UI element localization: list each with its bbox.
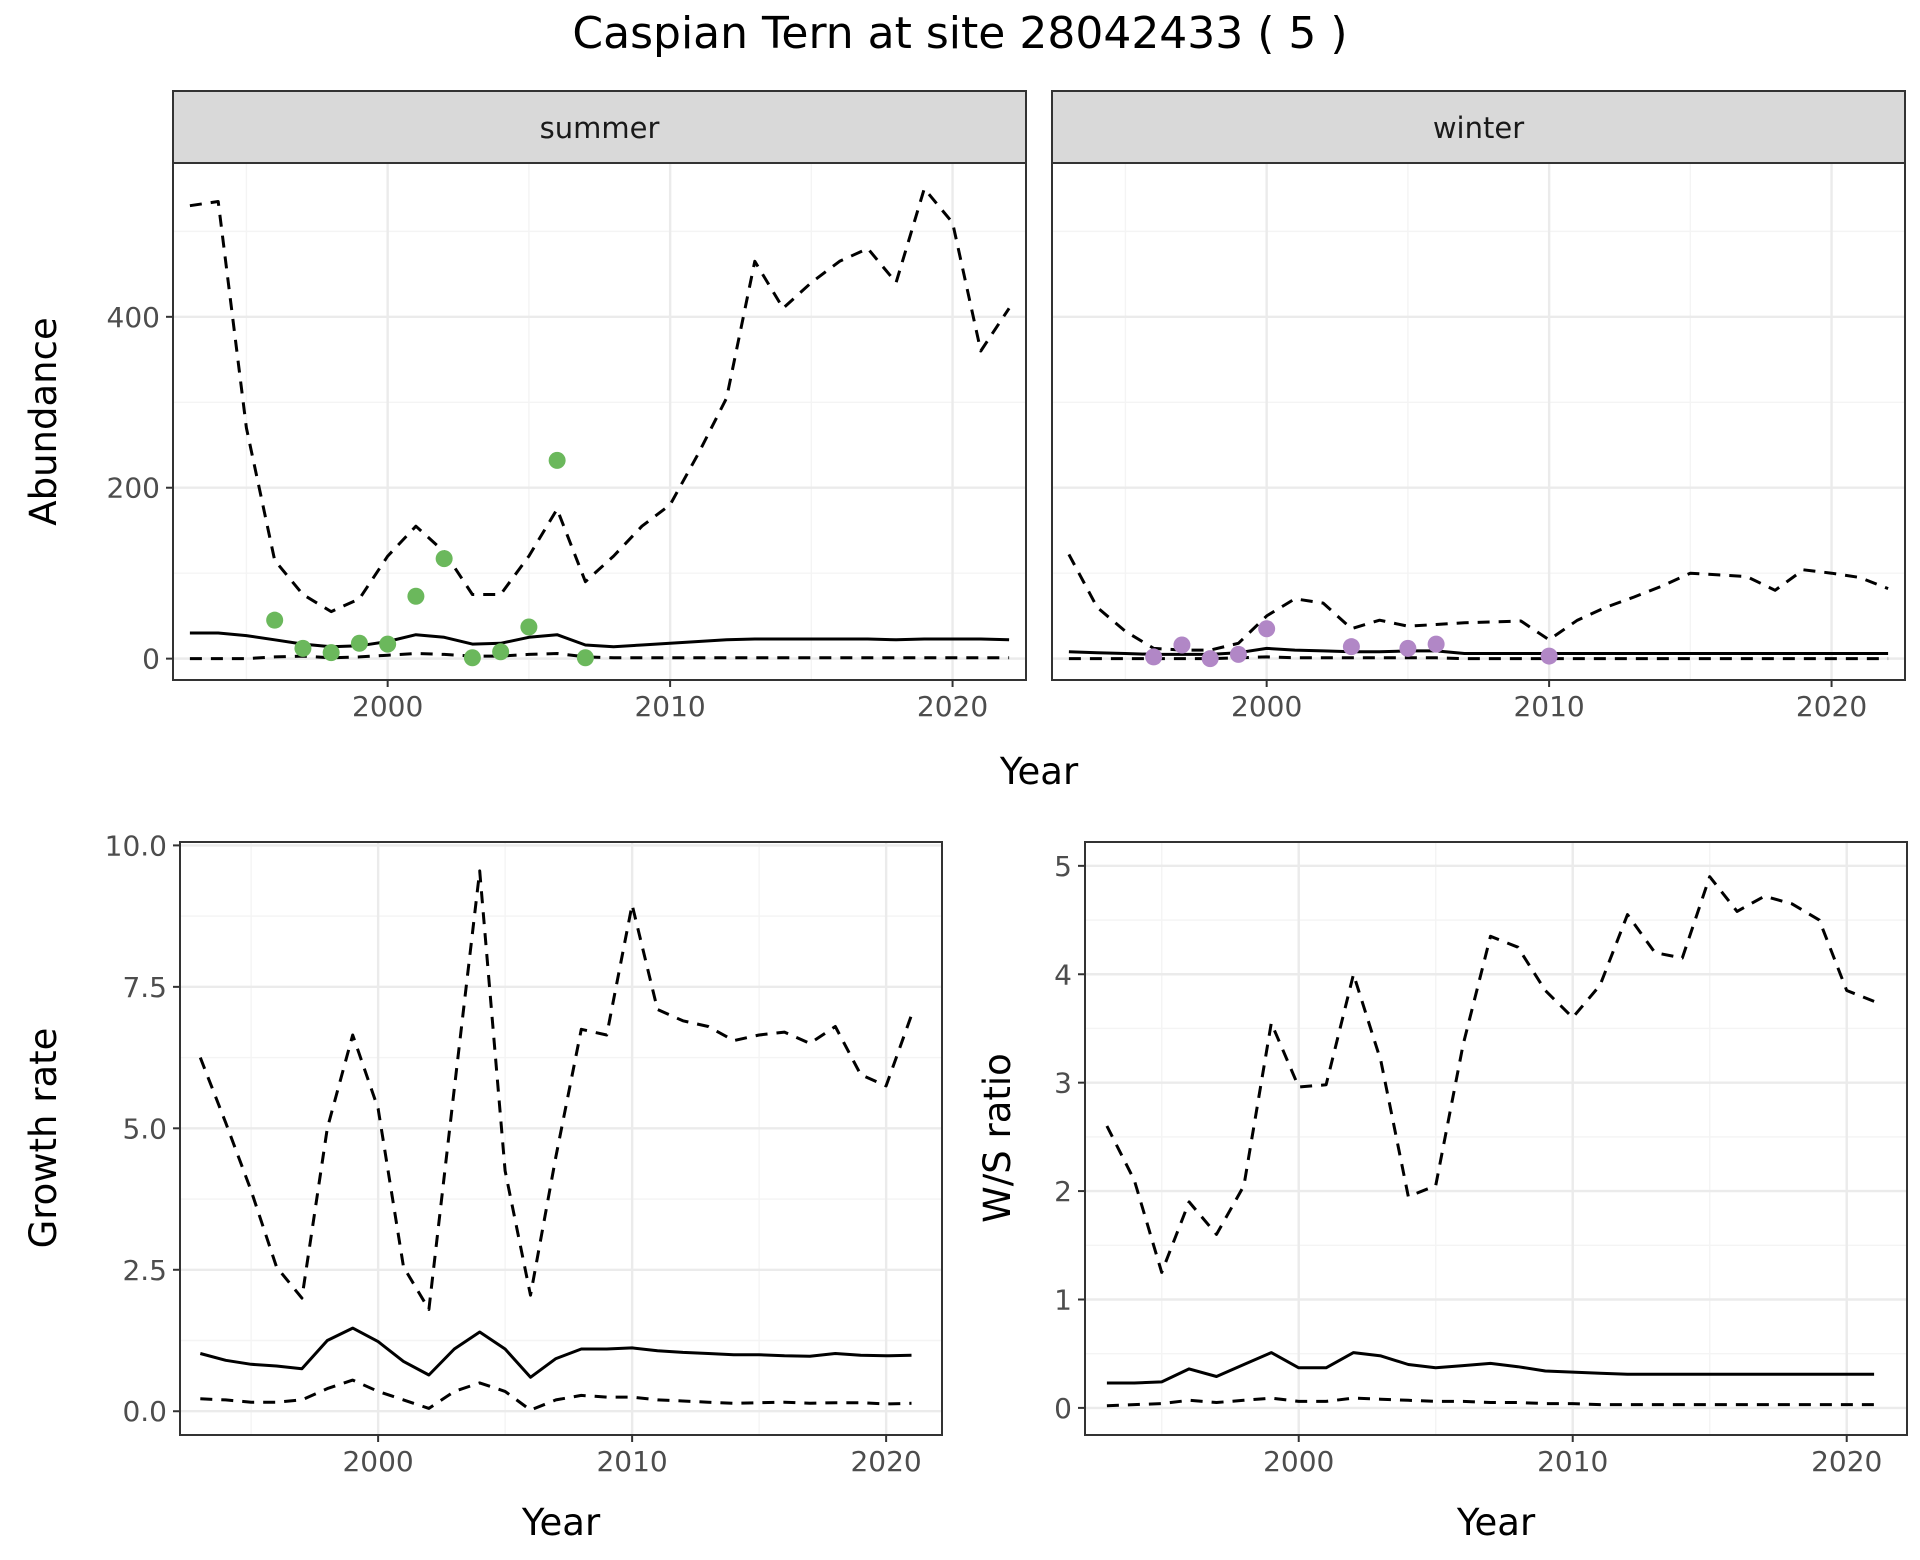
panel-chart_data.2: 2000 2010 2020 0 1 2 3 4 5: [1054, 841, 1908, 1478]
x-tick-label: 2010: [1513, 690, 1584, 723]
x-axis-title: Year: [999, 750, 1079, 793]
y-tick-label: 7.5: [122, 971, 167, 1004]
data-point: [435, 550, 453, 568]
y-tick-label: 2.5: [122, 1254, 167, 1287]
data-point: [1173, 636, 1191, 654]
data-point: [407, 587, 425, 605]
x-tick-label: 2000: [352, 690, 423, 723]
x-tick-label: 2000: [342, 1445, 413, 1478]
x-tick-label: 2010: [634, 690, 705, 723]
facet-strip: [1051, 90, 1906, 164]
y-axis-title: W/S ratio: [976, 1053, 1019, 1223]
data-point: [350, 634, 368, 652]
x-tick-label: 2020: [917, 690, 988, 723]
series-line-dashed-2: [200, 1378, 912, 1412]
facet-strip-label: winter: [1433, 111, 1524, 145]
data-point: [492, 643, 510, 661]
x-axis-title: Year: [521, 1501, 601, 1544]
panel-border: [1084, 841, 1908, 1436]
y-tick-label: 0: [1054, 1392, 1072, 1425]
y-tick-label: 10.0: [105, 829, 167, 862]
x-tick-label: 2010: [1537, 1445, 1608, 1478]
data-point: [294, 639, 312, 657]
data-point: [1399, 639, 1417, 657]
data-point: [1540, 647, 1558, 665]
panel-chart_data.1: 2000 2010 2020 0.0 2.5 5.0 7.5 10.0: [105, 829, 943, 1478]
panel-chart_data.0.facets.1: 2000 2010 2020 winter: [1051, 90, 1906, 723]
y-tick-label: 3: [1054, 1067, 1072, 1100]
data-point: [1229, 645, 1247, 663]
x-tick-label: 2020: [850, 1445, 921, 1478]
x-tick-label: 2020: [1796, 690, 1867, 723]
y-tick-label: 5.0: [122, 1112, 167, 1145]
y-tick-label: 200: [107, 472, 160, 505]
panel-border: [179, 841, 943, 1436]
x-tick-label: 2000: [1263, 1445, 1334, 1478]
y-axis-title: Growth rate: [22, 1028, 65, 1249]
series-line-dashed-1: [1105, 875, 1875, 1274]
data-point: [548, 451, 566, 469]
data-point: [1201, 650, 1219, 668]
data-point: [463, 649, 481, 667]
series-line-dashed-1: [198, 869, 913, 1311]
data-point: [576, 649, 594, 667]
data-point: [322, 644, 340, 662]
data-point: [1342, 638, 1360, 656]
series-line-dashed-2: [1106, 1396, 1875, 1408]
y-tick-label: 400: [107, 301, 160, 334]
y-tick-label: 0: [142, 643, 160, 676]
series-line-solid-0: [1106, 1351, 1875, 1385]
data-point: [1258, 620, 1276, 638]
series-line-dashed-1: [1067, 553, 1889, 652]
x-axis-title: Year: [1456, 1501, 1536, 1544]
y-tick-label: 0.0: [122, 1395, 167, 1428]
y-tick-label: 4: [1054, 958, 1072, 991]
facet-strip-label: summer: [540, 111, 660, 145]
y-tick-label: 2: [1054, 1175, 1072, 1208]
series-line-dashed-1: [189, 187, 1011, 614]
data-point: [1427, 635, 1445, 653]
y-axis-title: Abundance: [22, 317, 65, 525]
plot-layer: 2000 2010 2020 0 200 400 summer 2000 2010 2020 win…: [22, 90, 1908, 1544]
y-tick-label: 1: [1054, 1283, 1072, 1316]
panel-chart_data.0.facets.0: 2000 2010 2020 0 200 400 summer: [107, 90, 1027, 723]
x-tick-label: 2000: [1231, 690, 1302, 723]
x-tick-label: 2020: [1811, 1445, 1882, 1478]
data-point: [1145, 648, 1163, 666]
y-tick-label: 5: [1054, 850, 1072, 883]
facet-strip: [172, 90, 1027, 164]
figure-title: Caspian Tern at site 28042433 ( 5 ): [572, 8, 1347, 59]
data-point: [379, 635, 397, 653]
x-tick-label: 2010: [596, 1445, 667, 1478]
data-point: [266, 611, 284, 629]
panel-background: [1085, 842, 1907, 1435]
series-line-solid-0: [199, 1326, 912, 1379]
panel-background: [1052, 163, 1905, 680]
data-point: [520, 618, 538, 636]
panel-background: [173, 163, 1026, 680]
